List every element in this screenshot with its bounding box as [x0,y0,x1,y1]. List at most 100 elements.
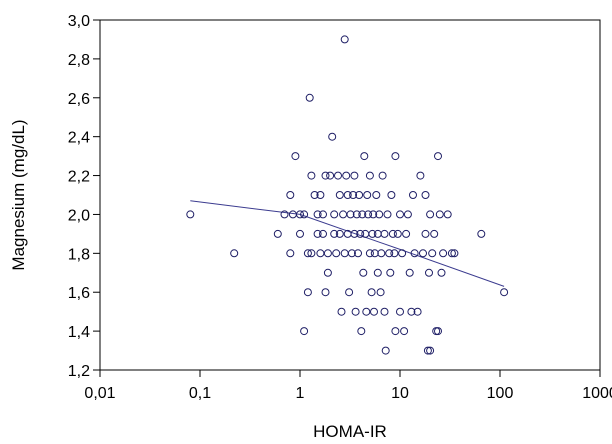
y-tick-label: 1,6 [68,285,90,302]
data-point [316,249,325,258]
x-tick-label: 1000 [582,385,612,402]
data-point [332,249,341,258]
data-point [430,229,439,238]
data-point [413,307,422,316]
data-point [319,210,327,219]
data-point [421,191,430,199]
data-point [437,268,446,277]
data-point [307,171,316,180]
x-tick-label: 0,1 [189,385,211,402]
data-point [402,229,411,238]
data-point [291,152,300,161]
data-point [376,288,385,297]
data-point [398,249,407,258]
data-point [403,210,412,219]
data-point [450,249,459,258]
data-point [339,210,348,219]
data-point [378,171,387,180]
data-point [370,307,378,316]
data-point [364,210,373,219]
data-point [428,249,437,258]
data-point [345,288,354,297]
data-point [391,327,400,336]
data-point [305,93,314,102]
data-point [391,152,400,161]
data-point [375,210,384,219]
x-tick-label: 10 [391,385,409,402]
data-point [330,229,339,238]
data-point [383,210,392,219]
data-point [347,249,356,258]
data-point [435,210,444,219]
data-point [326,171,335,180]
data-point [343,191,352,199]
data-point [334,171,342,180]
data-point [434,327,442,336]
y-tick-label: 1,2 [68,363,90,380]
data-point [370,249,379,258]
data-point [300,327,309,336]
data-point [273,229,282,238]
data-point [330,210,339,219]
data-point [439,249,448,258]
data-point [280,210,289,219]
data-point [321,288,330,297]
data-point [396,210,404,219]
data-point [380,307,389,316]
data-point [407,307,416,316]
data-point [288,210,297,219]
data-point [388,229,397,238]
data-points [186,35,509,355]
data-point [350,229,359,238]
data-point [340,35,349,44]
data-point [355,191,364,199]
y-tick-label: 1,8 [68,246,90,263]
y-axis: 1,2 1,4 1,6 1,8 2,0 2,2 2,4 2,6 2,8 3,0 [68,13,100,380]
data-point [387,191,396,199]
data-point [410,249,419,258]
data-point [359,268,368,277]
data-point [357,327,366,336]
data-point [423,346,432,355]
data-point [356,229,365,238]
data-point [419,249,427,258]
data-point [303,249,312,258]
x-tick-label: 1 [296,385,305,402]
data-point [426,210,435,219]
data-point [405,268,414,277]
data-point [349,191,358,199]
trend-line-group [190,200,505,287]
data-point [409,191,417,199]
data-point [362,307,371,316]
data-point [354,249,362,258]
y-tick-label: 2,2 [68,169,90,186]
data-point [340,249,349,258]
data-point [372,191,381,199]
data-point [296,210,304,219]
trend-line [190,200,505,287]
data-point [426,346,435,355]
data-point [416,171,425,180]
data-point [434,152,442,161]
data-point [313,229,322,238]
data-point [425,268,433,277]
data-point [313,210,322,219]
data-point [346,210,355,219]
data-point [365,171,374,180]
x-axis-label: HOMA-IR [313,422,387,441]
data-point [323,249,332,258]
data-point [477,229,486,238]
x-tick-label: 0,01 [84,385,115,402]
data-point [286,191,295,199]
y-tick-label: 3,0 [68,13,90,30]
data-point [396,307,404,316]
data-point [335,191,344,199]
data-point [443,210,452,219]
data-point [385,249,394,258]
data-point [373,268,382,277]
data-point [303,288,312,297]
data-point [380,229,389,238]
data-point [351,307,360,316]
data-point [286,249,295,258]
